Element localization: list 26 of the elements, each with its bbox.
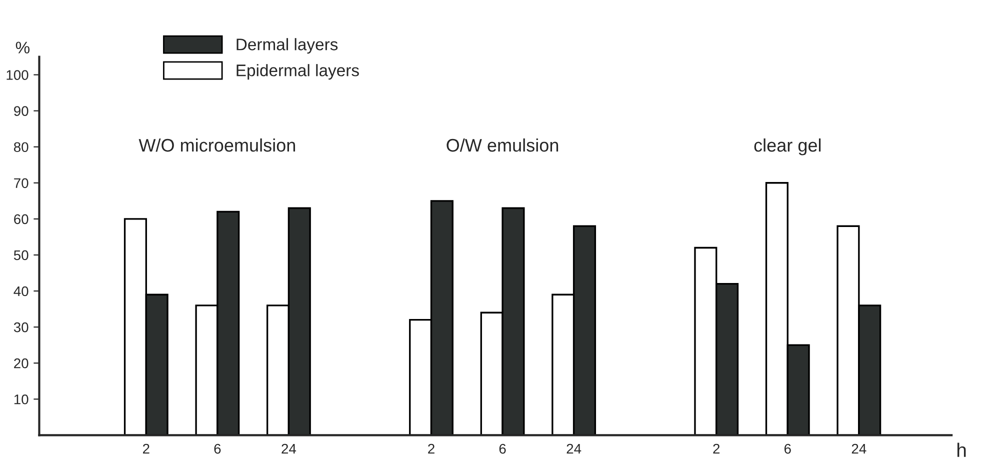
y-tick-label: 40 (14, 286, 28, 296)
x-tick-label: 24 (852, 444, 866, 454)
x-tick-label: 2 (713, 444, 720, 454)
y-tick-label: 30 (14, 322, 28, 332)
legend-label: Dermal layers (236, 38, 338, 54)
x-tick-label: 2 (428, 444, 434, 454)
y-tick-label: 50 (14, 250, 28, 260)
x-tick-label: 2 (142, 444, 150, 454)
x-tick-label: 6 (214, 444, 221, 454)
legend-label: Epidermal layers (236, 64, 359, 80)
x-tick-label: 24 (566, 444, 582, 454)
y-tick-label: 60 (14, 214, 28, 224)
x-tick-label: 6 (784, 444, 791, 454)
annotation: O/W emulsion (446, 138, 558, 152)
y-tick-label: 10 (14, 394, 28, 404)
y-tick-label: 70 (14, 178, 28, 188)
x-tick-label: 24 (282, 444, 296, 454)
annotation: W/O microemulsion (138, 138, 296, 152)
y-tick-label: 100 (6, 70, 28, 80)
y-tick-label: 90 (14, 106, 28, 116)
y-axis-title: % (16, 42, 30, 54)
annotation: clear gel (754, 138, 821, 156)
y-tick-label: 80 (14, 142, 28, 152)
x-axis-title: h (957, 442, 966, 457)
x-tick-label: 6 (499, 444, 506, 454)
y-tick-label: 20 (14, 358, 28, 368)
